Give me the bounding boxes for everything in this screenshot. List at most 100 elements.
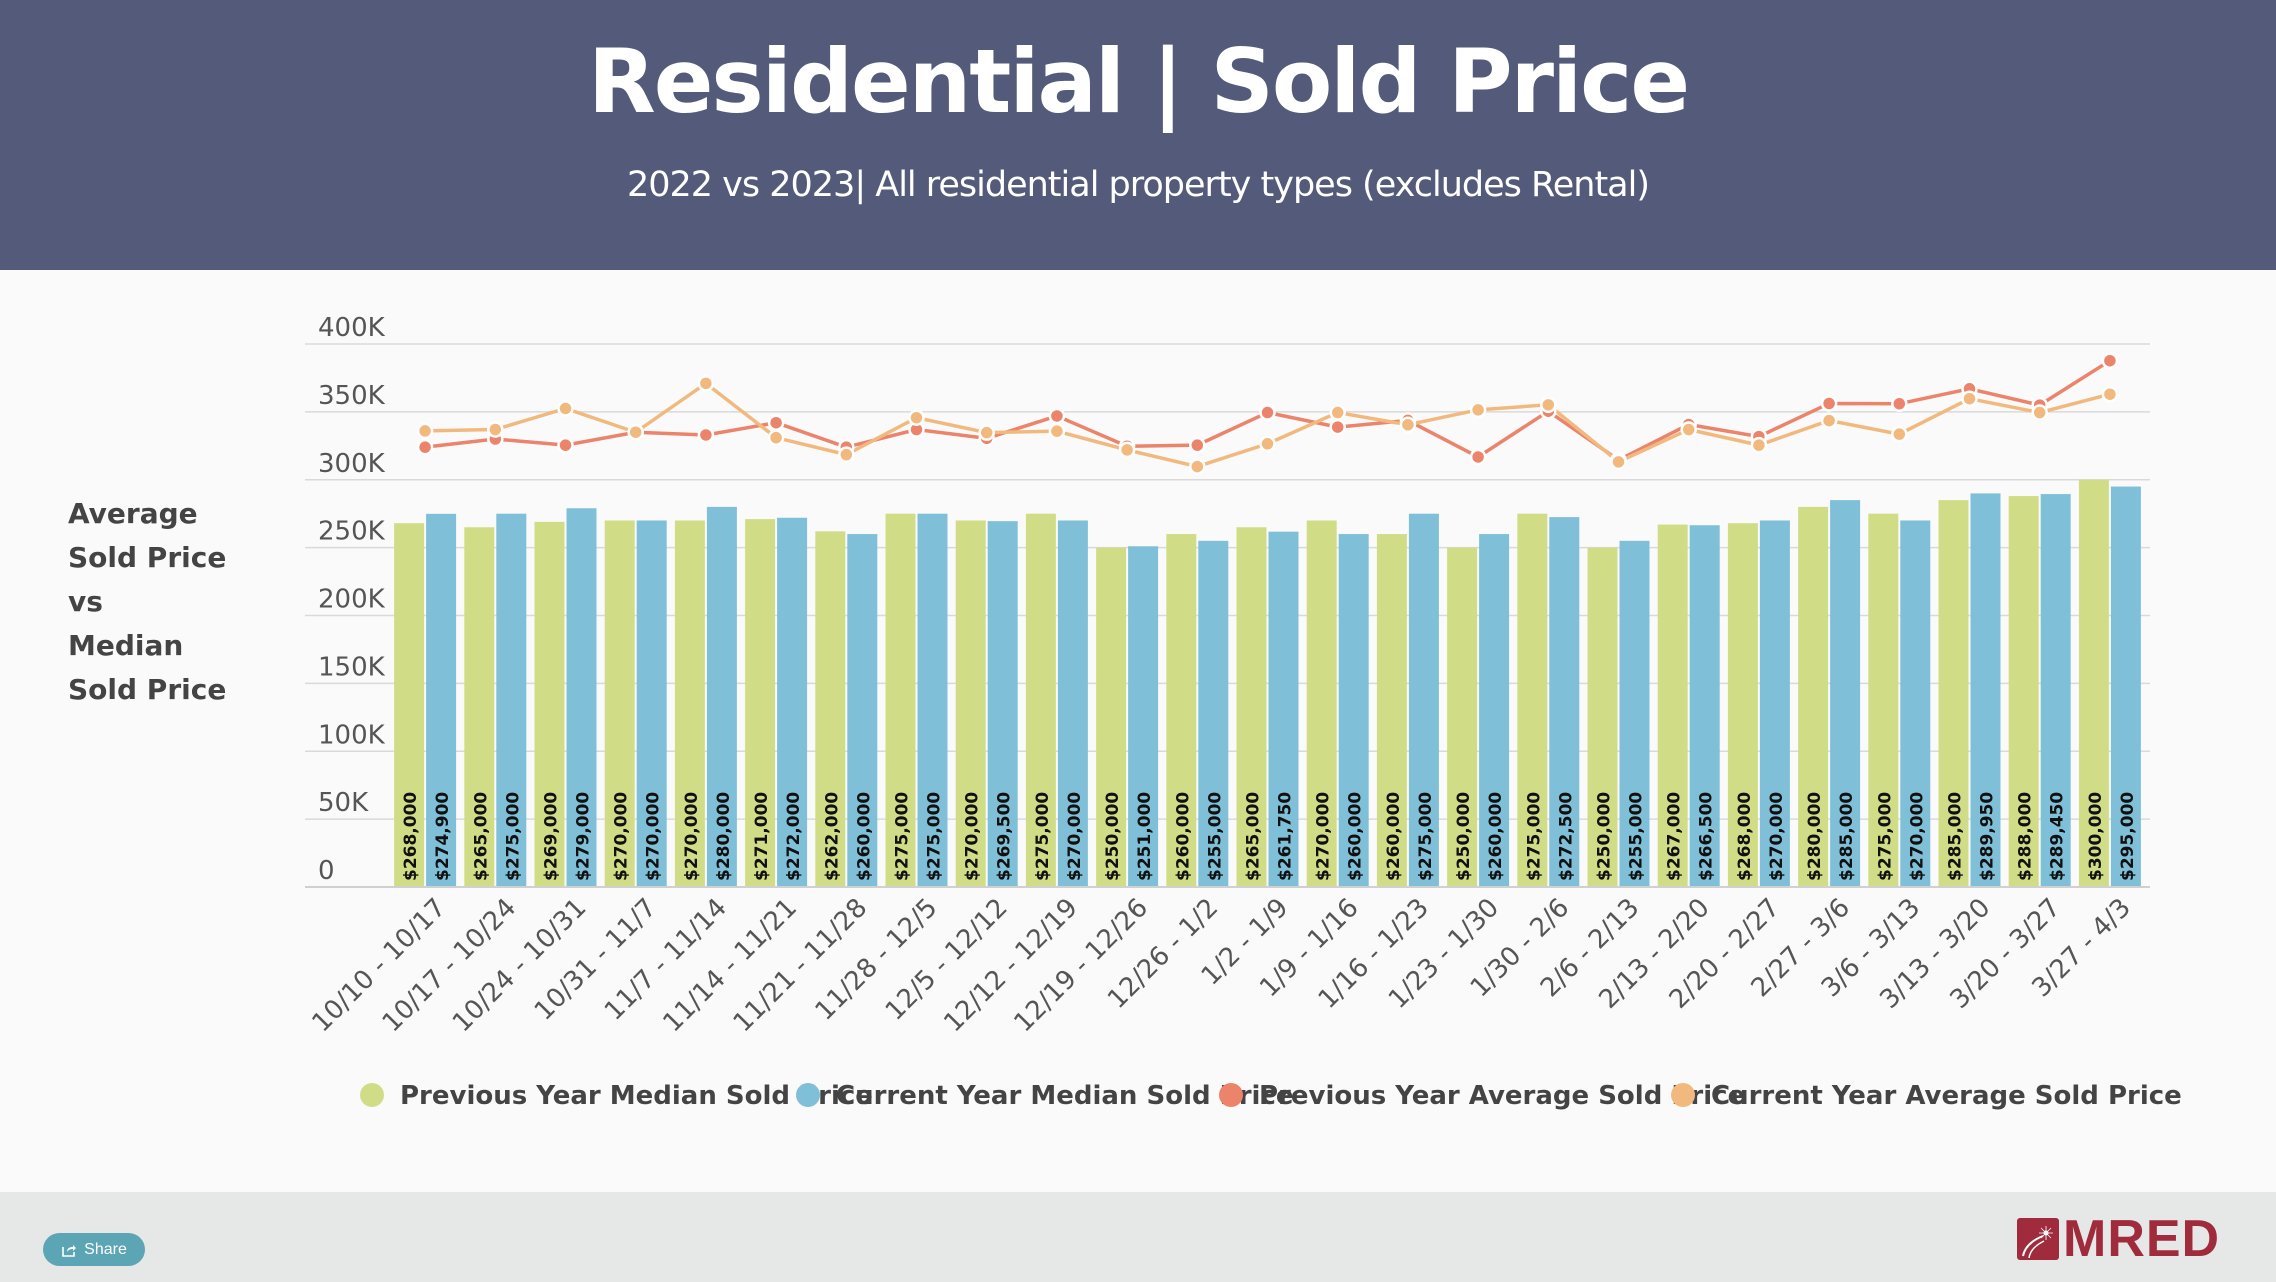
bar-value-label: $270,000 <box>963 792 983 881</box>
bar-value-label: $251,000 <box>1135 792 1155 881</box>
bar <box>777 517 808 887</box>
bar <box>604 520 635 887</box>
bar-value-label: $268,000 <box>401 792 421 881</box>
bar <box>1479 534 1510 887</box>
bar <box>2078 479 2109 887</box>
bar-value-label: $280,000 <box>714 792 734 881</box>
bar <box>1306 520 1337 887</box>
bar <box>1128 546 1159 887</box>
line-point <box>697 426 715 444</box>
bar-value-label: $295,000 <box>2118 792 2138 881</box>
bar-value-label: $285,000 <box>1946 792 1966 881</box>
y-axis-description-line: Median <box>68 629 184 662</box>
legend-item[interactable]: Previous Year Median Sold Price <box>360 1081 873 1111</box>
bar <box>1096 547 1127 887</box>
bar <box>1798 506 1829 887</box>
bar-value-label: $275,000 <box>1875 792 1895 881</box>
line-point <box>1961 390 1978 407</box>
x-tick-label: 11/28 - 12/5 <box>810 893 944 1027</box>
y-tick-label: 400K <box>318 313 386 343</box>
bar <box>496 513 527 887</box>
line-point <box>2101 352 2119 369</box>
bar-value-label: $270,000 <box>612 792 632 881</box>
bar <box>1689 525 1720 887</box>
bar-value-label: $275,000 <box>503 792 523 881</box>
legend-label: Current Year Median Sold Price <box>836 1081 1294 1111</box>
bar <box>1727 523 1758 887</box>
x-tick-label: 10/31 - 11/7 <box>529 893 663 1027</box>
bar-value-label: $274,900 <box>433 792 453 881</box>
bar-value-label: $272,500 <box>1556 792 1576 881</box>
bar <box>1759 520 1790 887</box>
bar-value-label: $265,000 <box>471 792 491 881</box>
y-tick-label: 150K <box>318 652 386 682</box>
line-point <box>1329 418 1346 436</box>
bar <box>1198 540 1229 887</box>
legend-item[interactable]: Current Year Average Sold Price <box>1671 1081 2182 1111</box>
y-tick-label: 0 <box>318 856 335 886</box>
bar <box>674 520 705 887</box>
bar <box>1376 534 1407 887</box>
legend-swatch-icon <box>1219 1083 1243 1107</box>
bar-value-label: $275,000 <box>1524 792 1544 881</box>
y-axis-description-line: Sold Price <box>68 541 227 574</box>
y-tick-label: 300K <box>318 449 386 479</box>
bar-value-label: $261,750 <box>1276 792 1296 881</box>
bars <box>394 479 2141 887</box>
legend-swatch-icon <box>796 1083 820 1107</box>
bar-value-label: $250,000 <box>1103 792 1123 881</box>
line-point <box>1469 401 1487 419</box>
x-tick-label: 11/7 - 11/14 <box>599 893 733 1027</box>
line-point <box>1189 436 1206 454</box>
bar-value-label: $268,000 <box>1735 792 1755 881</box>
legend-item[interactable]: Current Year Median Sold Price <box>796 1081 1294 1111</box>
legend-item[interactable]: Previous Year Average Sold Price <box>1219 1081 1745 1111</box>
bar <box>815 531 846 887</box>
line-point <box>1399 416 1417 434</box>
bar <box>636 520 667 887</box>
bar <box>847 534 878 887</box>
bar <box>706 506 737 887</box>
sold-price-chart: 0 50K 100K 150K 200K 250K 300K 350K 400K $268,00… <box>305 313 2182 1111</box>
bar <box>1408 513 1439 887</box>
line-point <box>978 424 995 441</box>
line-point <box>1540 396 1557 414</box>
report-header: Residential | Sold Price 2022 vs 2023| A… <box>0 0 2276 270</box>
logo-text: MRED <box>2063 1210 2221 1268</box>
bar-value-label: $260,000 <box>1346 792 1366 881</box>
bar-value-label: $300,000 <box>2086 792 2106 881</box>
line-point <box>1891 425 1908 443</box>
bar <box>1657 524 1688 887</box>
line-point <box>557 400 574 417</box>
bar-value-label: $270,000 <box>1907 792 1927 881</box>
legend-label: Previous Year Median Sold Price <box>400 1081 873 1111</box>
line-point <box>767 414 785 431</box>
bar <box>534 521 565 887</box>
line-point <box>767 429 785 446</box>
bar <box>426 513 457 887</box>
bar-value-label: $270,000 <box>1314 792 1334 881</box>
line-point <box>1048 422 1066 440</box>
bar <box>1970 493 2001 887</box>
bar-value-label: $250,000 <box>1454 792 1474 881</box>
bar <box>1868 513 1899 887</box>
bar <box>1057 520 1088 887</box>
bar-value-label: $279,000 <box>574 792 594 881</box>
y-tick-label: 100K <box>318 720 386 750</box>
footer: Share MRED <box>0 1192 2276 1282</box>
line-point <box>627 423 644 441</box>
line-point <box>1750 436 1768 454</box>
x-tick-label: 12/5 - 12/12 <box>880 893 1014 1027</box>
bar <box>987 521 1018 887</box>
bar <box>745 519 776 887</box>
bar <box>464 527 495 887</box>
logo-mark-icon <box>2017 1218 2059 1260</box>
bar <box>394 523 425 887</box>
share-button[interactable]: Share <box>43 1233 145 1266</box>
bar <box>955 520 986 887</box>
share-icon <box>62 1244 77 1257</box>
legend-label: Previous Year Average Sold Price <box>1259 1081 1745 1111</box>
lines <box>416 352 2119 475</box>
line-point <box>1469 448 1487 466</box>
y-axis-description-line: Sold Price <box>68 673 227 706</box>
